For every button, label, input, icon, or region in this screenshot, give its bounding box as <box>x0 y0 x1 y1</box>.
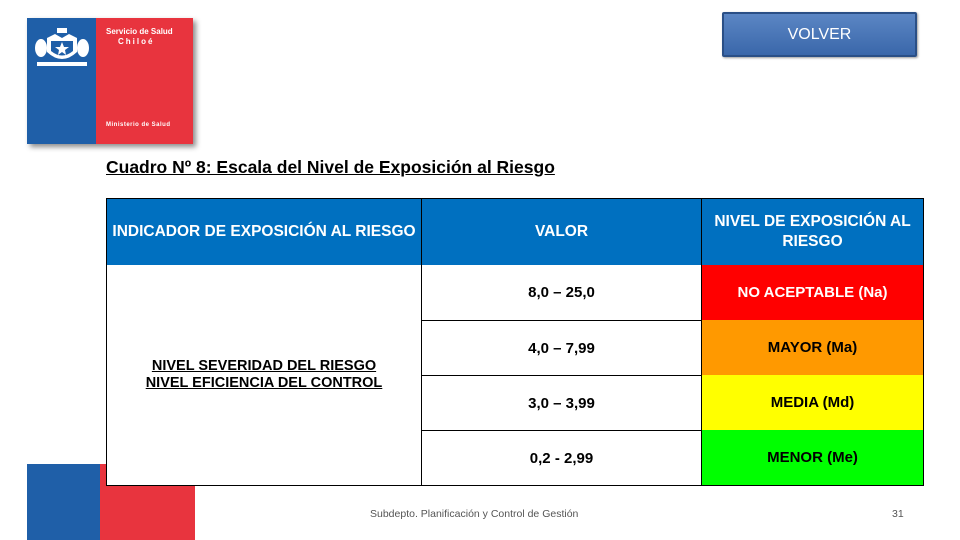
level-cell-media: MEDIA (Md) <box>702 375 923 430</box>
logo-blue-panel <box>27 18 96 144</box>
logo-red-panel <box>96 18 193 144</box>
level-cell-menor: MENOR (Me) <box>702 430 923 485</box>
header-indicator: INDICADOR DE EXPOSICIÓN AL RIESGO <box>107 199 421 265</box>
footer-blue-block <box>27 464 100 540</box>
header-value: VALOR <box>421 199 701 265</box>
logo-title: Servicio de Salud Chiloé <box>106 27 173 47</box>
logo-title-line2: Chiloé <box>118 37 155 46</box>
value-cell: 4,0 – 7,99 <box>422 320 701 375</box>
level-cell-mayor: MAYOR (Ma) <box>702 320 923 375</box>
page-title: Cuadro Nº 8: Escala del Nivel de Exposic… <box>106 157 555 177</box>
value-cell: 0,2 - 2,99 <box>422 430 701 485</box>
page-number: 31 <box>892 508 904 520</box>
value-column: 8,0 – 25,0 4,0 – 7,99 3,0 – 3,99 0,2 - 2… <box>421 265 701 485</box>
value-cell: 8,0 – 25,0 <box>528 284 595 301</box>
logo-ministry: Ministerio de Salud <box>106 122 171 128</box>
header-level: NIVEL DE EXPOSICIÓN AL RIESGO <box>701 199 923 265</box>
level-cell-no-aceptable: NO ACEPTABLE (Na) <box>702 265 923 320</box>
chile-coat-of-arms-icon <box>35 28 89 66</box>
servicio-salud-logo: Servicio de Salud Chiloé Ministerio de S… <box>27 18 193 144</box>
value-cell: 3,0 – 3,99 <box>422 375 701 430</box>
indicator-cell: NIVEL SEVERIDAD DEL RIESGO NIVEL EFICIEN… <box>107 265 421 485</box>
level-column: NO ACEPTABLE (Na) MAYOR (Ma) MEDIA (Md) … <box>701 265 923 485</box>
risk-scale-table: INDICADOR DE EXPOSICIÓN AL RIESGO VALOR … <box>106 198 924 486</box>
indicator-severity: NIVEL SEVERIDAD DEL RIESGO <box>151 358 377 374</box>
footer-department: Subdepto. Planificación y Control de Ges… <box>370 508 579 520</box>
logo-title-line1: Servicio de Salud <box>106 27 173 36</box>
indicator-efficiency: NIVEL EFICIENCIA DEL CONTROL <box>145 375 383 391</box>
volver-button[interactable]: VOLVER <box>722 12 917 57</box>
